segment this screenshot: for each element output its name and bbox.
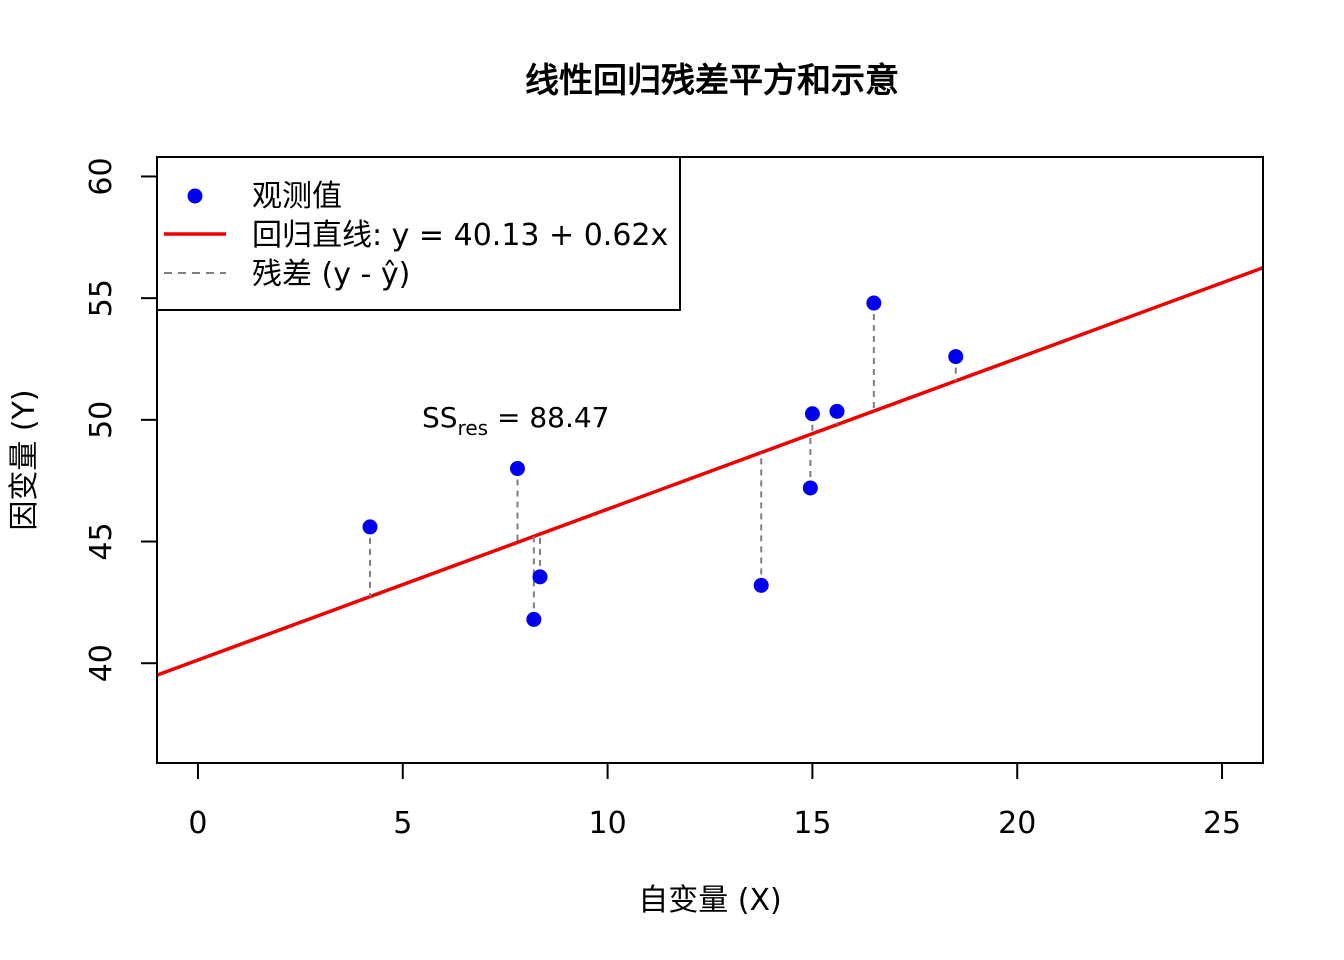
observation-point	[526, 611, 542, 627]
observation-points-layer	[362, 295, 964, 627]
y-tick-label: 60	[84, 157, 119, 195]
ss-main-text: SS	[422, 401, 458, 434]
y-axis-title: 因变量 (Y)	[7, 389, 42, 530]
residual-lines-layer	[369, 303, 957, 620]
observation-point	[866, 295, 882, 311]
fit-line-layer	[156, 266, 1264, 677]
legend-point-marker	[187, 188, 203, 204]
ss-sub-text: res	[458, 416, 489, 440]
observation-point	[362, 519, 378, 535]
y-tick-label: 40	[84, 644, 119, 682]
legend-residual-label: 残差 (y - ŷ)	[252, 257, 410, 292]
legend-points-label: 观测值	[252, 179, 342, 214]
observation-point	[829, 403, 845, 419]
y-axis: 40 45 50 55 60	[84, 157, 158, 682]
chart-title: 线性回归残差平方和示意	[525, 61, 899, 101]
legend: 观测值 回归直线: y = 40.13 + 0.62x 残差 (y - ŷ)	[156, 156, 681, 311]
legend-fit-label: 回归直线: y = 40.13 + 0.62x	[252, 218, 668, 253]
y-tick-label: 45	[84, 522, 119, 560]
observation-point	[802, 480, 818, 496]
observation-point	[509, 461, 525, 477]
x-axis: 0 5 10 15 20 25	[188, 762, 1241, 841]
x-tick-label: 25	[1203, 806, 1241, 841]
ss-res-annotation: SSres = 88.47	[422, 401, 609, 440]
ss-value-text: = 88.47	[488, 401, 609, 434]
legend-box	[156, 156, 681, 311]
fit-line	[156, 266, 1264, 677]
y-tick-label: 50	[84, 401, 119, 439]
x-tick-label: 5	[393, 806, 412, 841]
x-tick-label: 10	[588, 806, 626, 841]
x-tick-label: 15	[793, 806, 831, 841]
x-tick-label: 0	[188, 806, 207, 841]
observation-point	[532, 569, 548, 585]
observation-point	[948, 349, 964, 365]
observation-point	[753, 577, 769, 593]
observation-point	[804, 406, 820, 422]
x-axis-title: 自变量 (X)	[638, 883, 782, 918]
x-tick-label: 20	[998, 806, 1036, 841]
y-tick-label: 55	[84, 279, 119, 317]
